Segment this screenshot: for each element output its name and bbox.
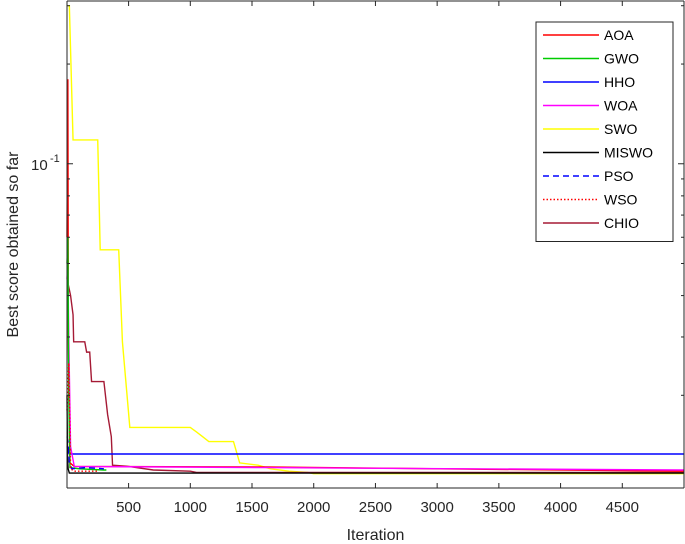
x-tick-label: 3000	[420, 499, 453, 516]
legend-label-chio: CHIO	[604, 215, 639, 231]
x-tick-label: 4500	[606, 499, 639, 516]
x-tick-label: 3500	[482, 499, 515, 516]
legend-label-wso: WSO	[604, 192, 638, 208]
series-line-chio	[66, 278, 684, 474]
legend-label-swo: SWO	[604, 121, 638, 137]
x-tick-label: 500	[116, 499, 141, 516]
legend-label-hho: HHO	[604, 74, 635, 90]
legend-label-pso: PSO	[604, 168, 634, 184]
x-axis-label: Iteration	[347, 527, 405, 544]
legend-label-aoa: AOA	[604, 27, 634, 43]
y-axis-label: Best score obtained so far	[5, 151, 22, 338]
legend-label-gwo: GWO	[604, 51, 639, 67]
x-tick-label: 1500	[235, 499, 268, 516]
legend-label-miswo: MISWO	[604, 145, 653, 161]
legend-label-woa: WOA	[604, 98, 638, 114]
y-tick-label: 10	[31, 157, 48, 174]
y-tick-exponent: -1	[50, 153, 60, 165]
x-tick-label: 2000	[297, 499, 330, 516]
series-line-wso	[66, 363, 98, 472]
x-tick-label: 2500	[359, 499, 392, 516]
x-tick-label: 4000	[544, 499, 577, 516]
x-tick-label: 1000	[174, 499, 207, 516]
series-line-aoa	[66, 79, 684, 472]
